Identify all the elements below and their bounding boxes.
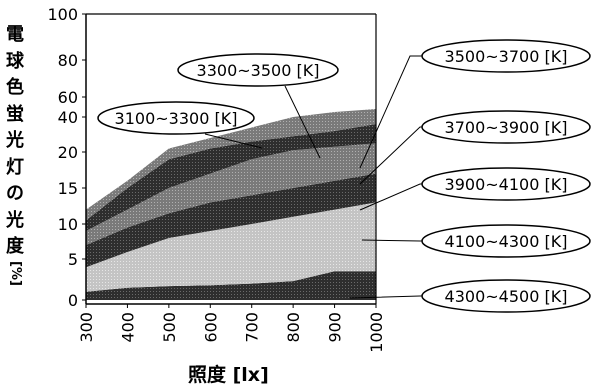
legend-bubble: [421, 279, 591, 313]
y-axis-label-char: 色: [6, 77, 24, 98]
bottom-strip: [86, 295, 376, 300]
legend-label: 3100~3300 [K]: [115, 109, 238, 128]
legend-leader-line: [284, 85, 321, 159]
legend-bubble: [421, 110, 591, 144]
x-axis-ticks: 300 400 500 600 700 800 900 1000: [77, 304, 386, 353]
axes: [85, 13, 377, 305]
band-1: [86, 271, 376, 300]
y-axis-label-char: の: [6, 183, 24, 204]
x-tick-label: 500: [160, 312, 179, 343]
band-4: [86, 143, 376, 245]
y-axis-label-char: 蛍: [6, 103, 24, 125]
y-tick-label: 10: [58, 215, 78, 234]
band-3: [86, 173, 376, 268]
x-tick-label: 400: [118, 312, 137, 343]
x-tick-label: 300: [77, 312, 96, 343]
y-tick-label: 80: [58, 51, 78, 70]
legend-label: 3500~3700 [K]: [445, 47, 568, 66]
y-tick-label: 15: [58, 179, 78, 198]
legend-bubble: [421, 167, 591, 201]
x-tick-label: 900: [326, 312, 345, 343]
band-2: [86, 202, 376, 292]
legend-label: 4300~4500 [K]: [445, 287, 568, 306]
y-tick-label: 60: [58, 88, 78, 107]
legend-label: 3700~3900 [K]: [445, 118, 568, 137]
band-5: [86, 124, 376, 231]
legend: 3100~3300 [K] 3300~3500 [K] 3500~3700 [K] 3…: [97, 39, 591, 313]
band-6: [86, 109, 376, 221]
y-axis-label: 電球色蛍光灯の光度 [%]: [4, 22, 26, 285]
y-tick-label: 100: [47, 5, 78, 24]
legend-leader-line: [359, 55, 422, 169]
y-tick-label: 5: [68, 250, 78, 269]
x-tick-label: 1000: [367, 312, 386, 353]
y-tick-label: 0: [68, 291, 78, 310]
x-tick-label: 600: [201, 312, 220, 343]
y-axis-label-char: 光: [6, 209, 24, 231]
y-axis-label-char: 灯: [6, 156, 24, 178]
legend-label: 4100~4300 [K]: [445, 232, 568, 251]
legend-bubble: [421, 224, 591, 258]
x-tick-label: 700: [243, 312, 262, 343]
y-axis-label-char: 光: [6, 130, 24, 151]
legend-label: 3300~3500 [K]: [197, 61, 320, 80]
legend-leader-line: [204, 133, 263, 149]
y-axis-label-unit: [%]: [8, 260, 23, 286]
area-bands: [86, 109, 376, 300]
y-axis-label-char: 度: [6, 236, 24, 257]
legend-bubble: [97, 101, 255, 135]
x-axis-label: 照度 [lx]: [188, 364, 269, 386]
y-tick-label: 40: [58, 108, 78, 127]
x-tick-label: 800: [284, 312, 303, 343]
y-axis-label-char: 電: [6, 24, 24, 45]
legend-bubble: [177, 53, 339, 87]
y-tick-label: 20: [58, 143, 78, 162]
legend-label: 3900~4100 [K]: [445, 175, 568, 194]
y-axis-label-char: 球: [6, 50, 24, 72]
legend-bubble: [421, 39, 591, 73]
